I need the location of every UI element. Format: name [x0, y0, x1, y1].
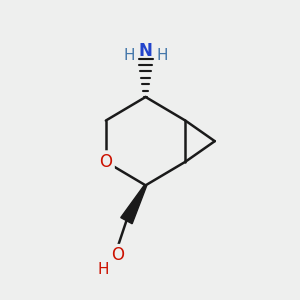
Text: O: O	[99, 153, 112, 171]
Text: N: N	[139, 42, 152, 60]
Text: O: O	[111, 245, 124, 263]
Text: H: H	[98, 262, 109, 277]
Text: H: H	[156, 48, 167, 63]
Text: H: H	[124, 48, 135, 63]
Polygon shape	[121, 185, 147, 224]
